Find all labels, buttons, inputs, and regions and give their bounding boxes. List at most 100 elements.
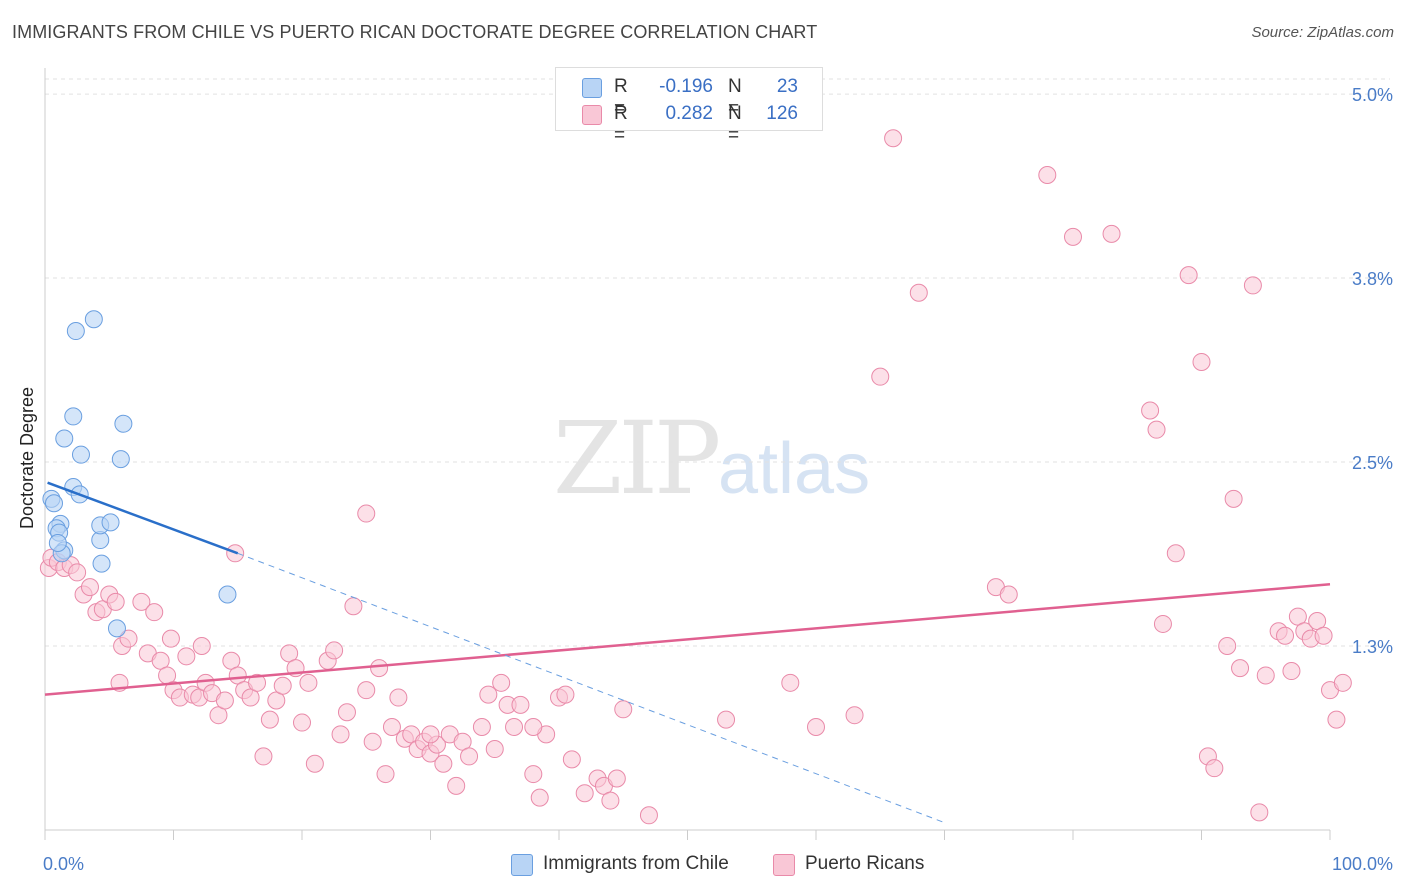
data-point-puerto-ricans (607, 769, 626, 788)
y-tick-label: 1.3% (1352, 637, 1393, 657)
legend-swatch-puerto-ricans (773, 854, 795, 876)
series-legend: Immigrants from Chile Puerto Ricans (0, 852, 1406, 878)
data-point-chile (48, 533, 67, 552)
legend-swatch-puerto-ricans (582, 105, 602, 125)
data-point-puerto-ricans (1064, 227, 1082, 246)
data-point-puerto-ricans (1141, 401, 1160, 420)
data-point-puerto-ricans (1038, 166, 1057, 185)
data-point-puerto-ricans (1179, 266, 1198, 285)
series-puerto-ricans (39, 129, 1352, 825)
data-point-puerto-ricans (460, 747, 479, 766)
data-point-puerto-ricans (389, 688, 408, 707)
data-point-puerto-ricans (344, 597, 363, 616)
correlation-legend: R = -0.196 N = 23 R = 0.282 N = 126 (555, 67, 823, 146)
data-point-puerto-ricans (909, 283, 928, 302)
data-point-puerto-ricans (192, 637, 211, 656)
data-point-chile (66, 322, 85, 341)
x-tick-label-max: 100.0% (1332, 854, 1393, 874)
data-point-puerto-ricans (132, 592, 151, 611)
legend-swatch-chile (582, 78, 602, 98)
legend-r-label: R = (614, 103, 628, 146)
data-point-chile (114, 414, 133, 433)
data-point-puerto-ricans (781, 673, 800, 692)
data-point-puerto-ricans (1314, 626, 1333, 645)
data-point-puerto-ricans (68, 563, 87, 582)
data-point-puerto-ricans (215, 691, 234, 710)
data-point-puerto-ricans (556, 685, 575, 704)
data-point-chile (92, 554, 111, 573)
data-point-puerto-ricans (273, 676, 292, 695)
y-tick-label: 5.0% (1352, 85, 1393, 105)
data-point-puerto-ricans (260, 710, 279, 729)
data-point-puerto-ricans (80, 578, 99, 597)
legend-n-label: N = (728, 103, 742, 146)
data-point-puerto-ricans (845, 706, 864, 725)
data-point-puerto-ricans (447, 776, 466, 795)
data-point-puerto-ricans (421, 725, 440, 744)
tick-labels: 1.3% 2.5% 3.8% 5.0% 0.0% 100.0% (43, 85, 1393, 874)
data-point-puerto-ricans (601, 791, 620, 810)
data-point-puerto-ricans (1153, 614, 1172, 633)
data-point-chile (111, 450, 130, 469)
data-point-chile (101, 513, 120, 532)
data-point-puerto-ricans (357, 504, 376, 523)
legend-label-puerto-ricans: Puerto Ricans (805, 853, 925, 874)
trend-line-puerto-ricans (44, 582, 1331, 696)
data-point-puerto-ricans (363, 732, 382, 751)
data-point-puerto-ricans (1231, 659, 1250, 678)
data-point-puerto-ricans (1205, 759, 1224, 778)
data-point-puerto-ricans (1333, 673, 1352, 692)
data-point-puerto-ricans (106, 592, 125, 611)
data-point-puerto-ricans (248, 673, 267, 692)
data-point-puerto-ricans (479, 685, 498, 704)
legend-r-value: 0.282 (665, 103, 713, 124)
data-point-puerto-ricans (1192, 352, 1211, 371)
data-point-puerto-ricans (331, 725, 350, 744)
data-point-puerto-ricans (717, 710, 736, 729)
data-point-chile (55, 429, 74, 448)
data-point-puerto-ricans (370, 659, 389, 678)
data-point-puerto-ricans (177, 647, 196, 666)
chart-title: IMMIGRANTS FROM CHILE VS PUERTO RICAN DO… (12, 22, 818, 42)
data-point-puerto-ricans (505, 717, 524, 736)
data-point-puerto-ricans (1276, 626, 1295, 645)
data-point-puerto-ricans (325, 641, 344, 660)
legend-n-value: 23 (776, 76, 798, 97)
data-point-puerto-ricans (254, 747, 273, 766)
data-point-puerto-ricans (145, 603, 164, 622)
axes (44, 68, 1331, 840)
data-point-puerto-ricans (999, 585, 1018, 604)
data-point-chile (84, 310, 103, 329)
watermark-zip: ZIP (553, 400, 721, 517)
data-point-puerto-ricans (382, 717, 401, 736)
data-point-chile (107, 619, 126, 638)
data-point-chile (64, 407, 83, 426)
data-point-puerto-ricans (1243, 276, 1262, 295)
data-point-puerto-ricans (575, 784, 594, 803)
data-point-puerto-ricans (161, 629, 180, 648)
data-point-puerto-ricans (511, 695, 530, 714)
data-point-puerto-ricans (1250, 803, 1269, 822)
data-point-puerto-ricans (1224, 489, 1243, 508)
series-immigrants-from-chile (42, 310, 237, 638)
data-point-puerto-ricans (1147, 420, 1166, 439)
data-point-puerto-ricans (807, 717, 825, 736)
legend-n-label: N = (728, 76, 742, 119)
data-point-puerto-ricans (639, 806, 658, 825)
data-point-puerto-ricans (434, 754, 453, 773)
data-point-puerto-ricans (293, 713, 311, 732)
y-axis-label: Doctorate Degree (17, 387, 37, 529)
grid-lines (45, 78, 1390, 647)
data-point-puerto-ricans (492, 673, 511, 692)
legend-r-label: R = (614, 76, 628, 119)
data-point-puerto-ricans (871, 367, 890, 386)
data-point-puerto-ricans (884, 129, 903, 148)
data-point-puerto-ricans (472, 717, 491, 736)
y-tick-label: 2.5% (1352, 453, 1393, 473)
data-point-puerto-ricans (1102, 224, 1121, 243)
data-point-puerto-ricans (614, 700, 633, 719)
data-point-chile (44, 494, 63, 513)
data-point-puerto-ricans (1327, 710, 1346, 729)
data-point-puerto-ricans (1256, 666, 1275, 685)
